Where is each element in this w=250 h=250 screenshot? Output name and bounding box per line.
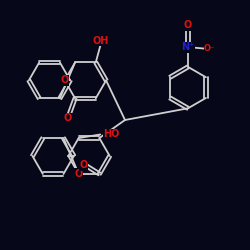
Text: OH: OH <box>93 36 109 46</box>
Text: O⁻: O⁻ <box>204 44 216 54</box>
Text: N⁺: N⁺ <box>181 42 195 52</box>
Text: HO: HO <box>103 130 120 140</box>
Text: O: O <box>184 20 192 30</box>
Text: O: O <box>74 169 83 179</box>
Text: O: O <box>64 113 72 123</box>
Text: O: O <box>60 76 69 86</box>
Text: O: O <box>80 160 88 170</box>
